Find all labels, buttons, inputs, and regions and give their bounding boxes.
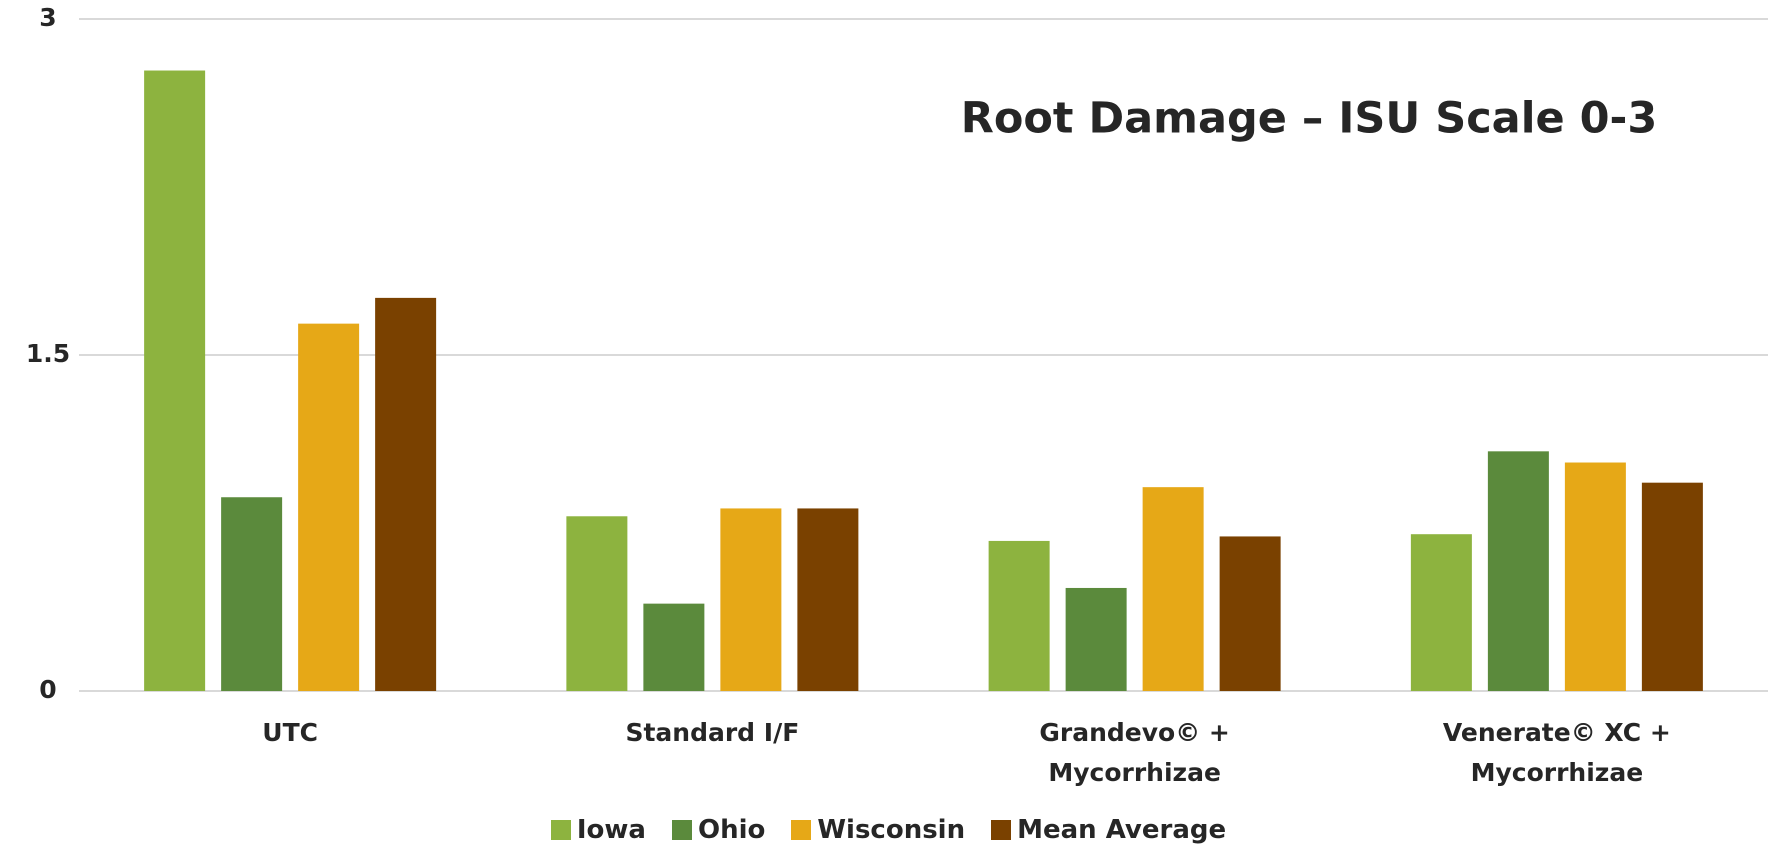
bar bbox=[1487, 451, 1549, 691]
legend-item: Iowa bbox=[550, 815, 646, 845]
legend-item: Mean Average bbox=[991, 815, 1226, 845]
legend-swatch bbox=[991, 820, 1012, 840]
bar bbox=[720, 508, 782, 691]
chart-title: Root Damage – ISU Scale 0-3 bbox=[961, 94, 1658, 144]
x-tick-label: Grandevo© + Mycorrhizae bbox=[1039, 718, 1230, 787]
y-tick-label: 0 bbox=[39, 675, 56, 704]
bar bbox=[1065, 587, 1127, 691]
bar bbox=[1410, 534, 1472, 691]
legend-item: Wisconsin bbox=[791, 815, 965, 845]
x-tick-label: Venerate© XC + Mycorrhizae bbox=[1442, 718, 1671, 787]
x-tick-label: UTC bbox=[262, 718, 318, 747]
y-tick-label: 1.5 bbox=[26, 339, 70, 368]
bar bbox=[643, 603, 705, 691]
bar bbox=[221, 497, 283, 691]
bar bbox=[144, 70, 206, 691]
bar bbox=[797, 508, 859, 691]
legend-label: Ohio bbox=[697, 815, 766, 845]
legend-swatch bbox=[550, 820, 571, 840]
legend-label: Iowa bbox=[576, 815, 646, 845]
bar bbox=[1142, 487, 1204, 691]
bar bbox=[566, 516, 628, 691]
bar bbox=[1641, 482, 1703, 691]
bar bbox=[298, 323, 360, 691]
y-tick-label: 3 bbox=[39, 3, 56, 32]
x-tick-label: Standard I/F bbox=[625, 718, 800, 747]
legend-label: Mean Average bbox=[1017, 815, 1227, 845]
bar bbox=[988, 540, 1050, 691]
legend-label: Wisconsin bbox=[817, 815, 966, 845]
bar bbox=[1219, 536, 1281, 691]
bar bbox=[375, 297, 437, 691]
legend-item: Ohio bbox=[671, 815, 766, 845]
legend-swatch bbox=[791, 820, 812, 840]
legend: Iowa Ohio Wisconsin Mean Average bbox=[0, 815, 1777, 845]
legend-swatch bbox=[671, 820, 692, 840]
bar bbox=[1564, 462, 1626, 691]
